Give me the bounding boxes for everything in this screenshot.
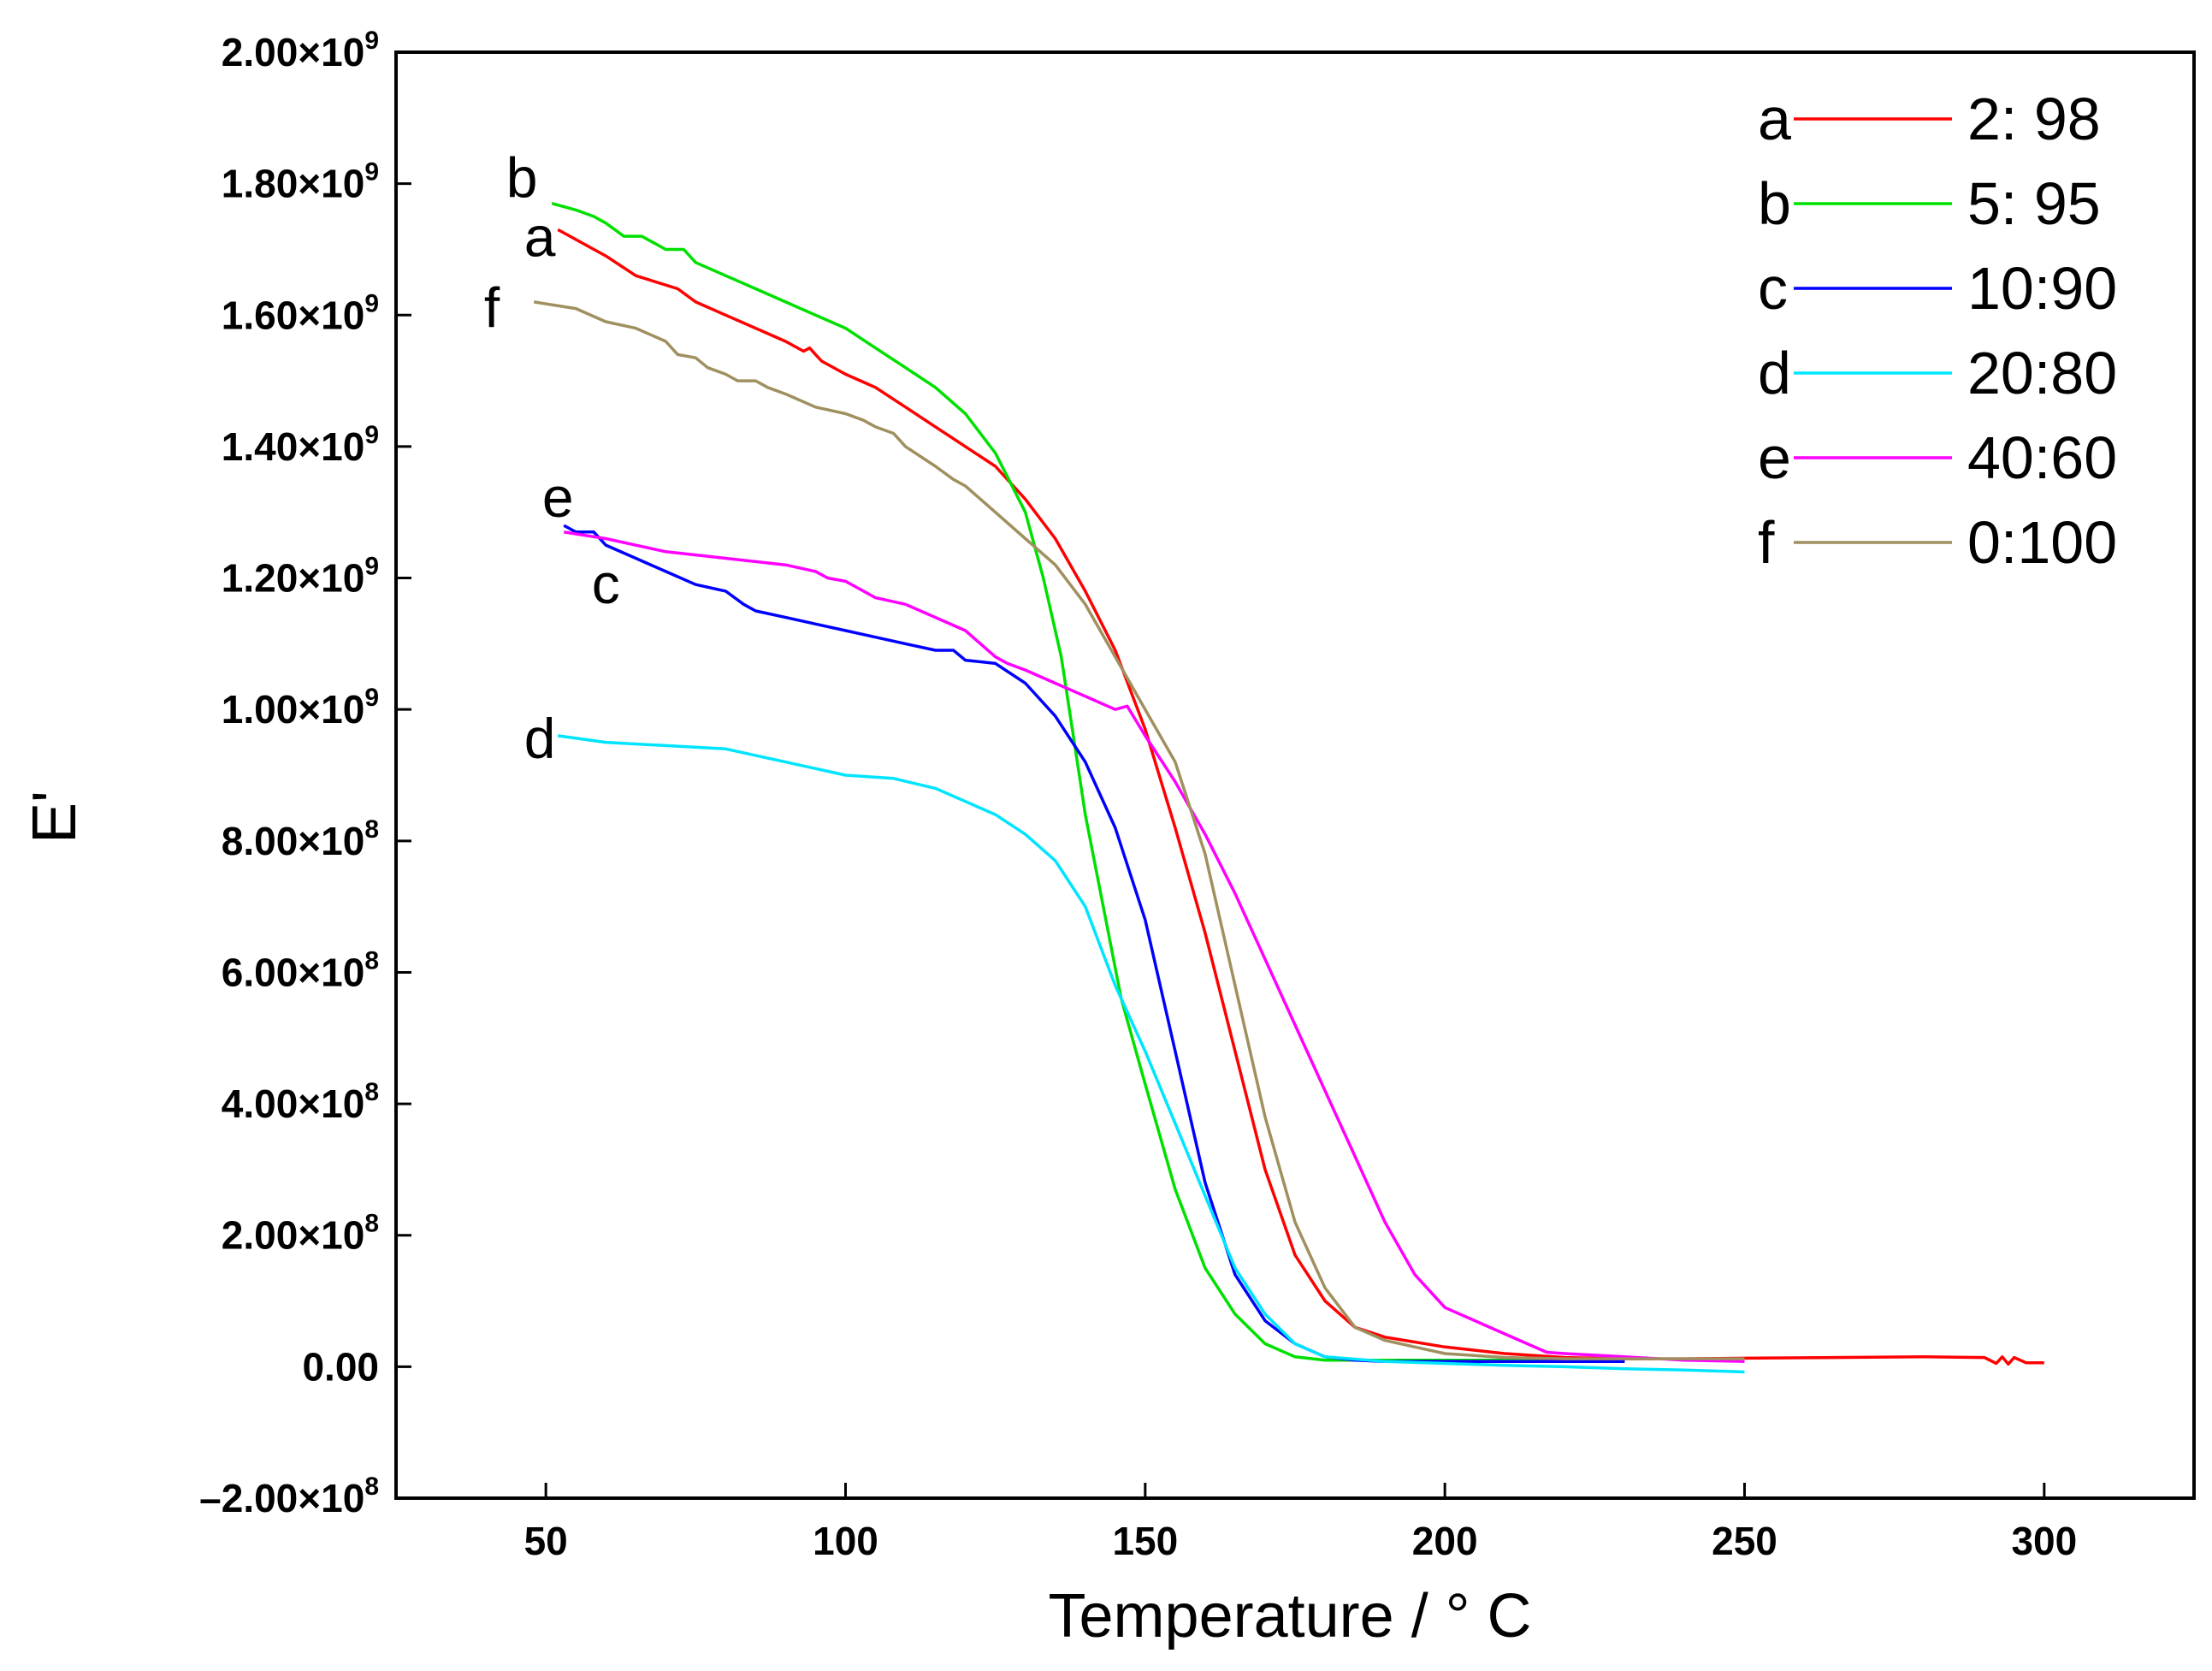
series-line-d: [557, 734, 1745, 1374]
y-tick-label: 8.00×108: [222, 815, 379, 863]
curve-labels: ab c d e f: [484, 145, 620, 769]
legend-letter: e: [1758, 424, 1791, 491]
x-tick-label: 300: [2011, 1519, 2077, 1563]
legend-label: 2: 98: [1967, 86, 2101, 152]
series-layer: [533, 202, 2044, 1374]
legend-letter: a: [1758, 86, 1791, 152]
series-line-f: [533, 300, 1745, 1360]
x-tick-label: 150: [1112, 1519, 1178, 1563]
legend-item-c: c 10:90: [1758, 255, 2117, 322]
legend-label: 20:80: [1967, 340, 2117, 406]
x-axis-title: Temperature / ° C: [1049, 1582, 1532, 1650]
y-tick-label: 2.00×108: [222, 1210, 379, 1258]
legend-label: 5: 95: [1967, 170, 2101, 237]
legend-item-d: d 20:80: [1758, 340, 2117, 406]
legend-item-f: f 0:100: [1758, 509, 2117, 576]
legend-label: 0:100: [1967, 509, 2117, 576]
x-tick-label: 200: [1412, 1519, 1478, 1563]
legend-item-b: b 5: 95: [1758, 170, 2101, 237]
series-line-e: [563, 530, 1745, 1363]
y-axis-title: E': [21, 791, 89, 844]
legend-letter: c: [1758, 255, 1788, 322]
legend: a 2: 98 b 5: 95 c 10:90 d 20:80 e 40:60 f 0:100: [1758, 86, 2117, 576]
curve-label-e: e: [542, 465, 574, 529]
y-tick-label: 1.20×109: [222, 553, 379, 601]
series-line-b: [551, 202, 1625, 1362]
y-tick-label: 0.00: [302, 1344, 379, 1389]
y-tick-label: 1.00×109: [222, 684, 379, 732]
y-tick-label: –2.00×108: [199, 1472, 379, 1520]
legend-label: 40:60: [1967, 424, 2117, 491]
x-tick-label: 100: [813, 1519, 878, 1563]
y-tick-label: 6.00×108: [222, 946, 379, 994]
y-tick-label: 1.80×109: [222, 158, 379, 206]
curve-label-b: b: [506, 145, 538, 209]
plot-frame: [394, 50, 2196, 1500]
legend-item-a: a 2: 98: [1758, 86, 2101, 152]
x-axis: 50 100 150 200 250 300: [524, 1483, 2077, 1563]
y-tick-label: 1.60×109: [222, 289, 379, 337]
x-tick-label: 50: [524, 1519, 568, 1563]
legend-item-e: e 40:60: [1758, 424, 2117, 491]
curve-label-c: c: [592, 552, 620, 615]
y-axis: 2.00×109 1.80×109 1.60×109 1.40×109 1.20×109…: [199, 27, 411, 1520]
legend-label: 10:90: [1967, 255, 2117, 322]
y-tick-label: 1.40×109: [222, 421, 379, 469]
curve-label-f: f: [484, 276, 500, 340]
y-tick-label: 4.00×108: [222, 1078, 379, 1126]
x-tick-label: 250: [1712, 1519, 1777, 1563]
legend-letter: b: [1758, 170, 1791, 237]
legend-letter: f: [1758, 509, 1775, 576]
legend-letter: d: [1758, 340, 1791, 406]
series-line-a: [557, 228, 2044, 1366]
y-tick-label: 2.00×109: [222, 27, 379, 74]
curve-label-d: d: [524, 707, 556, 770]
curve-label-a: a: [524, 205, 556, 269]
